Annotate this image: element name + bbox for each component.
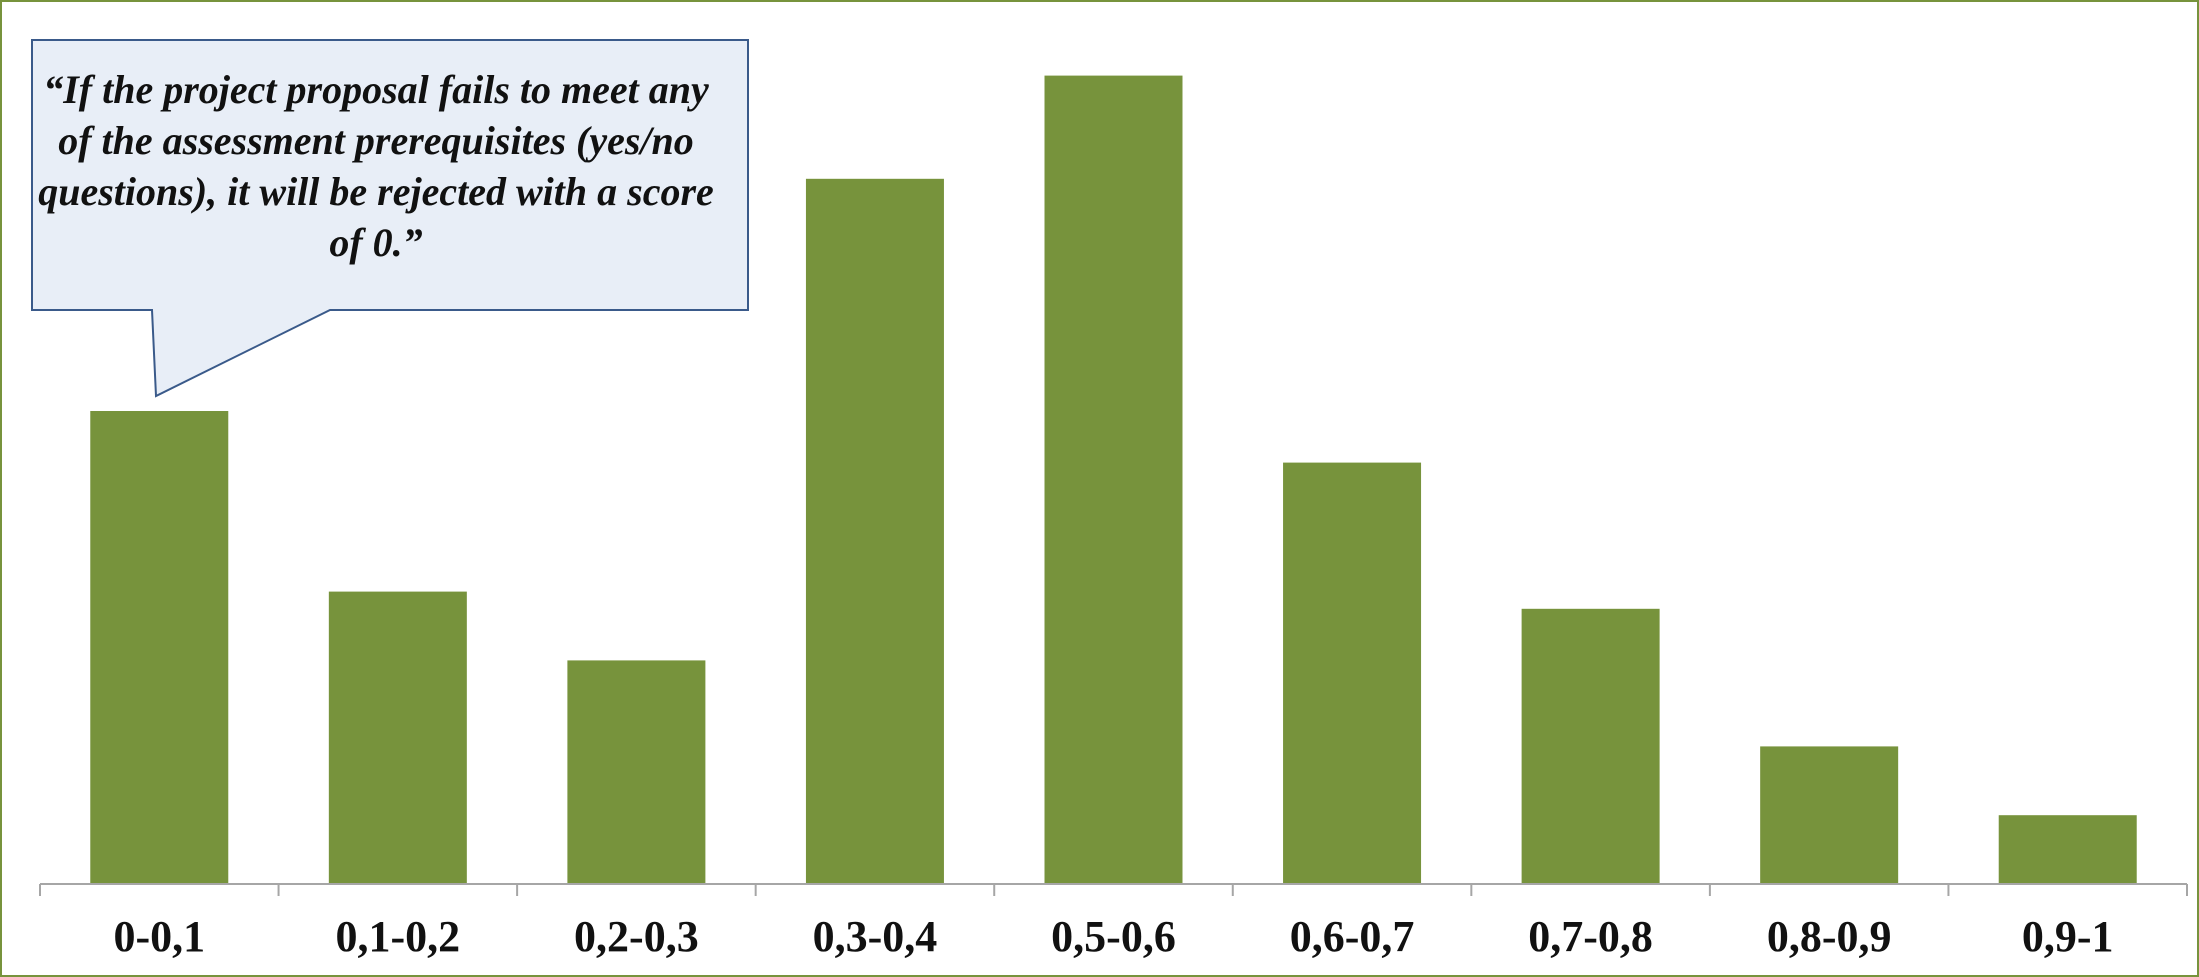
x-axis	[39, 883, 2188, 896]
x-tick-label: 0,1-0,2	[336, 912, 461, 961]
bar-0,5-0,6	[1044, 75, 1183, 885]
x-tick-label: 0,6-0,7	[1290, 912, 1415, 961]
bar-0-0,1	[90, 411, 229, 884]
x-tick-label: 0,7-0,8	[1528, 912, 1653, 961]
bar-0,9-1	[1998, 815, 2137, 884]
bar-0,3-0,4	[805, 178, 944, 885]
bar-0,2-0,3	[567, 660, 706, 884]
callout-bubble	[31, 39, 749, 398]
x-tick-label: 0,5-0,6	[1051, 912, 1176, 961]
x-tick-labels: 0-0,1 0,1-0,2 0,2-0,3 0,3-0,4 0,5-0,6 0,6-0,7…	[113, 912, 2113, 961]
bar-0,7-0,8	[1521, 608, 1660, 884]
x-tick-label: 0,9-1	[2022, 912, 2114, 961]
x-tick-label: 0,2-0,3	[574, 912, 699, 961]
bar-0,1-0,2	[328, 591, 467, 884]
x-tick-label: 0,8-0,9	[1767, 912, 1892, 961]
callout-shape	[31, 39, 749, 398]
bar-0,8-0,9	[1760, 746, 1899, 884]
x-tick-label: 0-0,1	[113, 912, 205, 961]
callout-text: “If the project proposal fails to meet a…	[38, 67, 714, 265]
bars-layer	[90, 75, 2137, 885]
bar-0,6-0,7	[1283, 462, 1422, 884]
x-tick-label: 0,3-0,4	[813, 912, 938, 961]
